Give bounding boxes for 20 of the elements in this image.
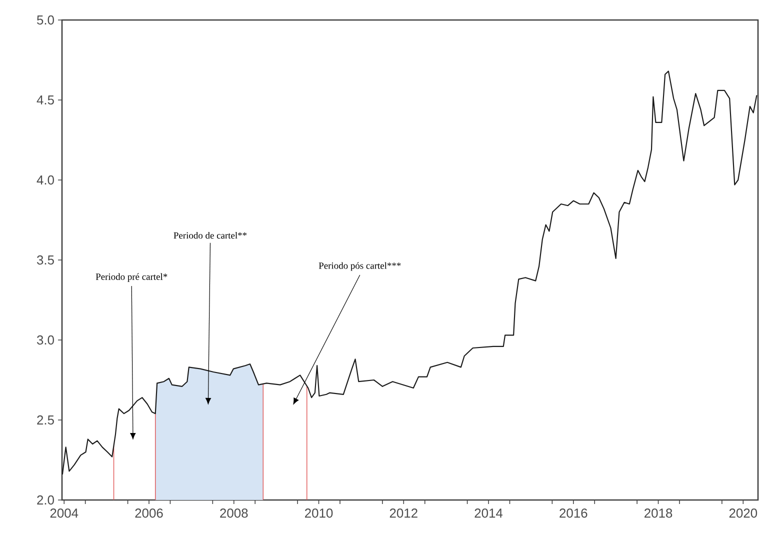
x-tick-label: 2008 <box>220 508 248 518</box>
line-series <box>62 70 758 475</box>
y-tick-label: 5.0 <box>37 15 54 25</box>
x-tick-label: 2016 <box>560 508 588 518</box>
x-tick-label: 2004 <box>50 508 78 518</box>
x-tick-label: 2014 <box>474 508 503 518</box>
y-tick-label: 4.5 <box>36 95 54 105</box>
x-tick-label: 2020 <box>729 508 758 518</box>
x-tick-label: 2012 <box>390 508 418 518</box>
annotation: Periodo de cartel** <box>174 232 247 239</box>
y-tick-label: 3.5 <box>36 255 54 265</box>
y-tick-label: 3.0 <box>36 335 54 345</box>
y-tick-label: 2.5 <box>37 415 54 425</box>
annotation: Periodo pré cartel* <box>96 273 168 282</box>
annotation: Periodo pós cartel*** <box>318 262 401 271</box>
y-tick-label: 2.0 <box>37 495 54 505</box>
x-tick-label: 2006 <box>135 508 163 518</box>
x-tick-label: 2010 <box>305 508 333 518</box>
y-tick-label: 4.0 <box>36 175 54 185</box>
x-tick-label: 2018 <box>644 508 672 518</box>
